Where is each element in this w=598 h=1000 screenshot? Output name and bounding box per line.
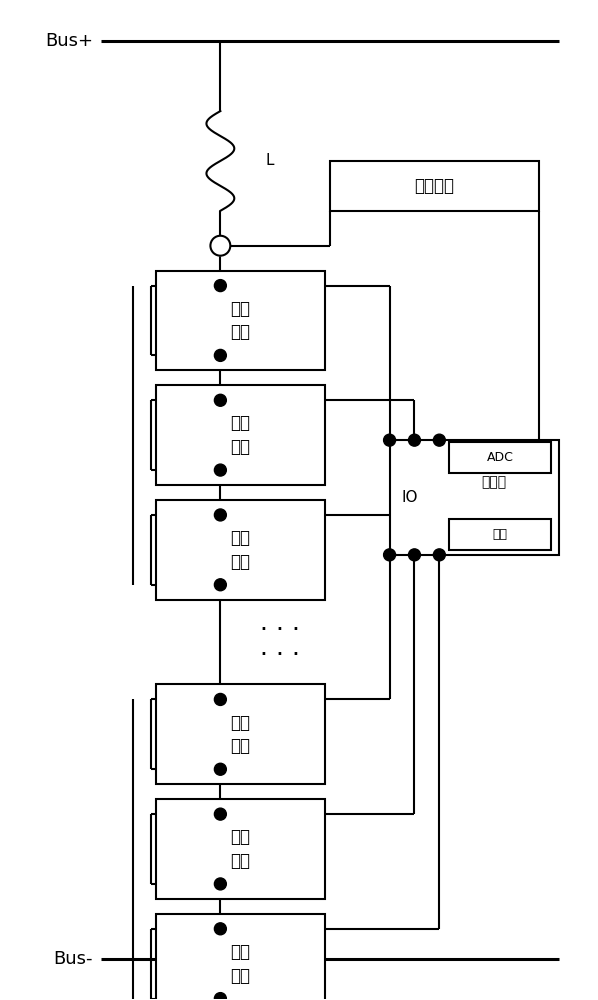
Circle shape bbox=[210, 236, 230, 256]
Circle shape bbox=[215, 763, 226, 775]
Circle shape bbox=[215, 923, 226, 935]
Circle shape bbox=[215, 280, 226, 292]
Text: 数字
模组: 数字 模组 bbox=[230, 414, 251, 456]
Text: 通讯: 通讯 bbox=[493, 528, 508, 541]
Text: · · ·: · · · bbox=[260, 643, 300, 667]
FancyBboxPatch shape bbox=[330, 161, 539, 211]
Text: 数字
模组: 数字 模组 bbox=[230, 943, 251, 985]
Circle shape bbox=[215, 808, 226, 820]
FancyBboxPatch shape bbox=[155, 684, 325, 784]
FancyBboxPatch shape bbox=[155, 799, 325, 899]
Text: 数字
模组: 数字 模组 bbox=[230, 300, 251, 341]
Circle shape bbox=[215, 394, 226, 406]
Circle shape bbox=[215, 579, 226, 591]
Text: 电流采样: 电流采样 bbox=[414, 177, 454, 195]
Circle shape bbox=[408, 434, 420, 446]
Text: 数字
模组: 数字 模组 bbox=[230, 529, 251, 571]
FancyBboxPatch shape bbox=[389, 440, 559, 555]
Circle shape bbox=[408, 549, 420, 561]
FancyBboxPatch shape bbox=[155, 500, 325, 600]
Text: 数字
模组: 数字 模组 bbox=[230, 828, 251, 870]
FancyBboxPatch shape bbox=[449, 442, 551, 473]
Circle shape bbox=[383, 434, 395, 446]
Text: ADC: ADC bbox=[487, 451, 514, 464]
Circle shape bbox=[215, 993, 226, 1000]
Text: IO: IO bbox=[401, 490, 418, 505]
FancyBboxPatch shape bbox=[449, 519, 551, 550]
Circle shape bbox=[215, 693, 226, 705]
Circle shape bbox=[383, 549, 395, 561]
Text: 控制器: 控制器 bbox=[481, 476, 507, 490]
FancyBboxPatch shape bbox=[155, 914, 325, 1000]
Circle shape bbox=[434, 549, 446, 561]
Text: L: L bbox=[265, 153, 274, 168]
Text: 数字
模组: 数字 模组 bbox=[230, 714, 251, 755]
Circle shape bbox=[215, 349, 226, 361]
Text: Bus-: Bus- bbox=[53, 950, 93, 968]
Circle shape bbox=[215, 878, 226, 890]
FancyBboxPatch shape bbox=[155, 271, 325, 370]
Circle shape bbox=[434, 434, 446, 446]
Circle shape bbox=[215, 464, 226, 476]
FancyBboxPatch shape bbox=[155, 385, 325, 485]
Text: Bus+: Bus+ bbox=[45, 32, 93, 50]
Text: · · ·: · · · bbox=[260, 618, 300, 642]
Circle shape bbox=[215, 509, 226, 521]
